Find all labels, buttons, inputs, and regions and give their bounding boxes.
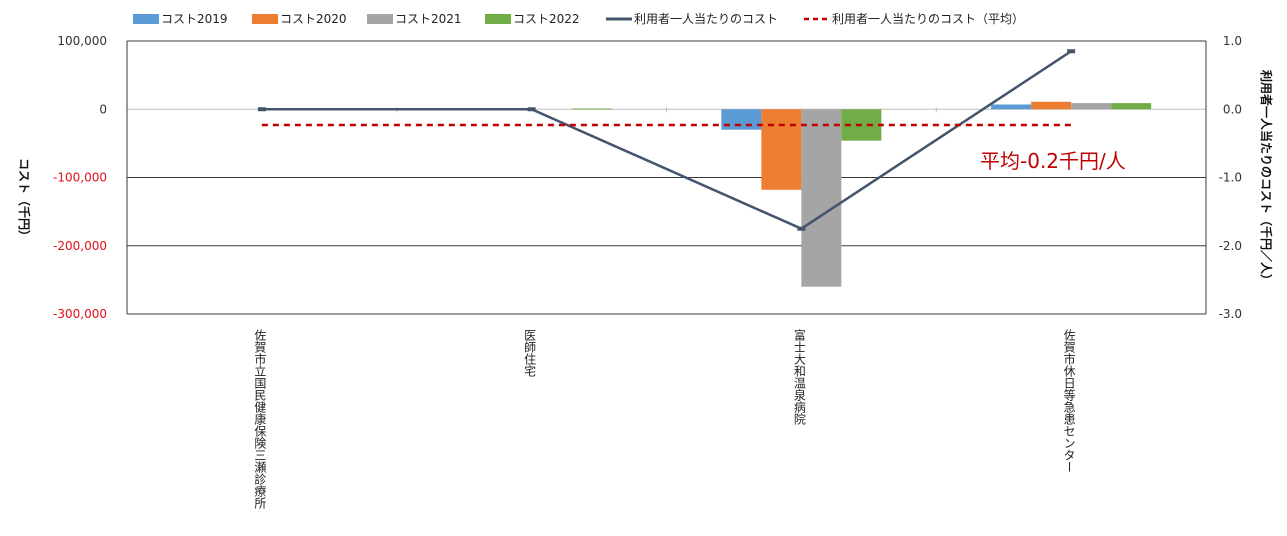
y-tick-label: 100,000 <box>57 34 107 48</box>
y-axis-title: コスト（千円） <box>17 158 32 242</box>
legend-swatch <box>367 14 393 24</box>
category-label: 佐賀市休日等急患センター <box>1062 329 1076 473</box>
y-tick-label: -200,000 <box>53 239 107 253</box>
bar-コスト2020 <box>761 109 802 190</box>
legend-item: コスト2019 <box>133 12 228 26</box>
line-point <box>527 107 536 112</box>
bar-コスト2022 <box>571 108 612 110</box>
y-tick-label: -100,000 <box>53 171 107 185</box>
bar-コスト2020 <box>1031 101 1072 110</box>
average-annotation: 平均-0.2千円/人 <box>980 149 1126 173</box>
y-tick-label: 0 <box>99 102 107 116</box>
y2-tick-label: -1.0 <box>1219 171 1242 185</box>
legend-swatch <box>133 14 159 24</box>
legend-label: 利用者一人当たりのコスト（平均） <box>832 12 1024 26</box>
legend-label: コスト2022 <box>513 12 580 26</box>
category-labels: 佐賀市立国民健康保険三瀬診療所 医師住宅 富士大和温泉病院 佐賀市休日等急患センター <box>253 328 1076 509</box>
legend-item: コスト2021 <box>367 12 462 26</box>
legend-item: 利用者一人当たりのコスト <box>606 12 778 26</box>
category-label: 医師住宅 <box>523 329 537 377</box>
y2-axis-title: 利用者一人当たりのコスト（千円／人） <box>1259 70 1274 286</box>
lines <box>257 49 1076 231</box>
y2-tick-label: 0.0 <box>1223 102 1242 116</box>
bar-コスト2021 <box>1071 103 1112 110</box>
y2-tick-label: -2.0 <box>1219 239 1242 253</box>
bar-コスト2019 <box>721 109 762 130</box>
legend-label: 利用者一人当たりのコスト <box>634 12 778 26</box>
legend-label: コスト2021 <box>395 12 462 26</box>
y2-tick-label: 1.0 <box>1223 34 1242 48</box>
y-tick-label: -300,000 <box>53 307 107 321</box>
legend-item: 利用者一人当たりのコスト（平均） <box>804 12 1024 26</box>
legend-item: コスト2020 <box>252 12 347 26</box>
legend-swatch <box>485 14 511 24</box>
grid <box>126 40 1207 315</box>
legend-label: コスト2020 <box>280 12 347 26</box>
bars <box>571 101 1152 287</box>
y2-tick-label: -3.0 <box>1219 307 1242 321</box>
legend: コスト2019 コスト2020 コスト2021 コスト2022 利用者一人当たりのコスト… <box>133 12 1024 26</box>
legend-label: コスト2019 <box>161 12 228 26</box>
bar-コスト2022 <box>1111 103 1152 110</box>
line-point <box>1067 49 1076 54</box>
y2-ticks: 1.0 0.0 -1.0 -2.0 -3.0 <box>1219 34 1242 321</box>
y-ticks: 100,000 0 -100,000 -200,000 -300,000 <box>53 34 107 321</box>
line-point <box>797 226 806 231</box>
category-label: 富士大和温泉病院 <box>792 328 806 425</box>
bar-コスト2021 <box>801 109 842 287</box>
bar-コスト2019 <box>991 104 1032 110</box>
legend-swatch <box>252 14 278 24</box>
category-label: 佐賀市立国民健康保険三瀬診療所 <box>253 329 267 509</box>
line-point <box>257 107 266 112</box>
legend-item: コスト2022 <box>485 12 580 26</box>
cost-per-user-line <box>261 50 1072 231</box>
